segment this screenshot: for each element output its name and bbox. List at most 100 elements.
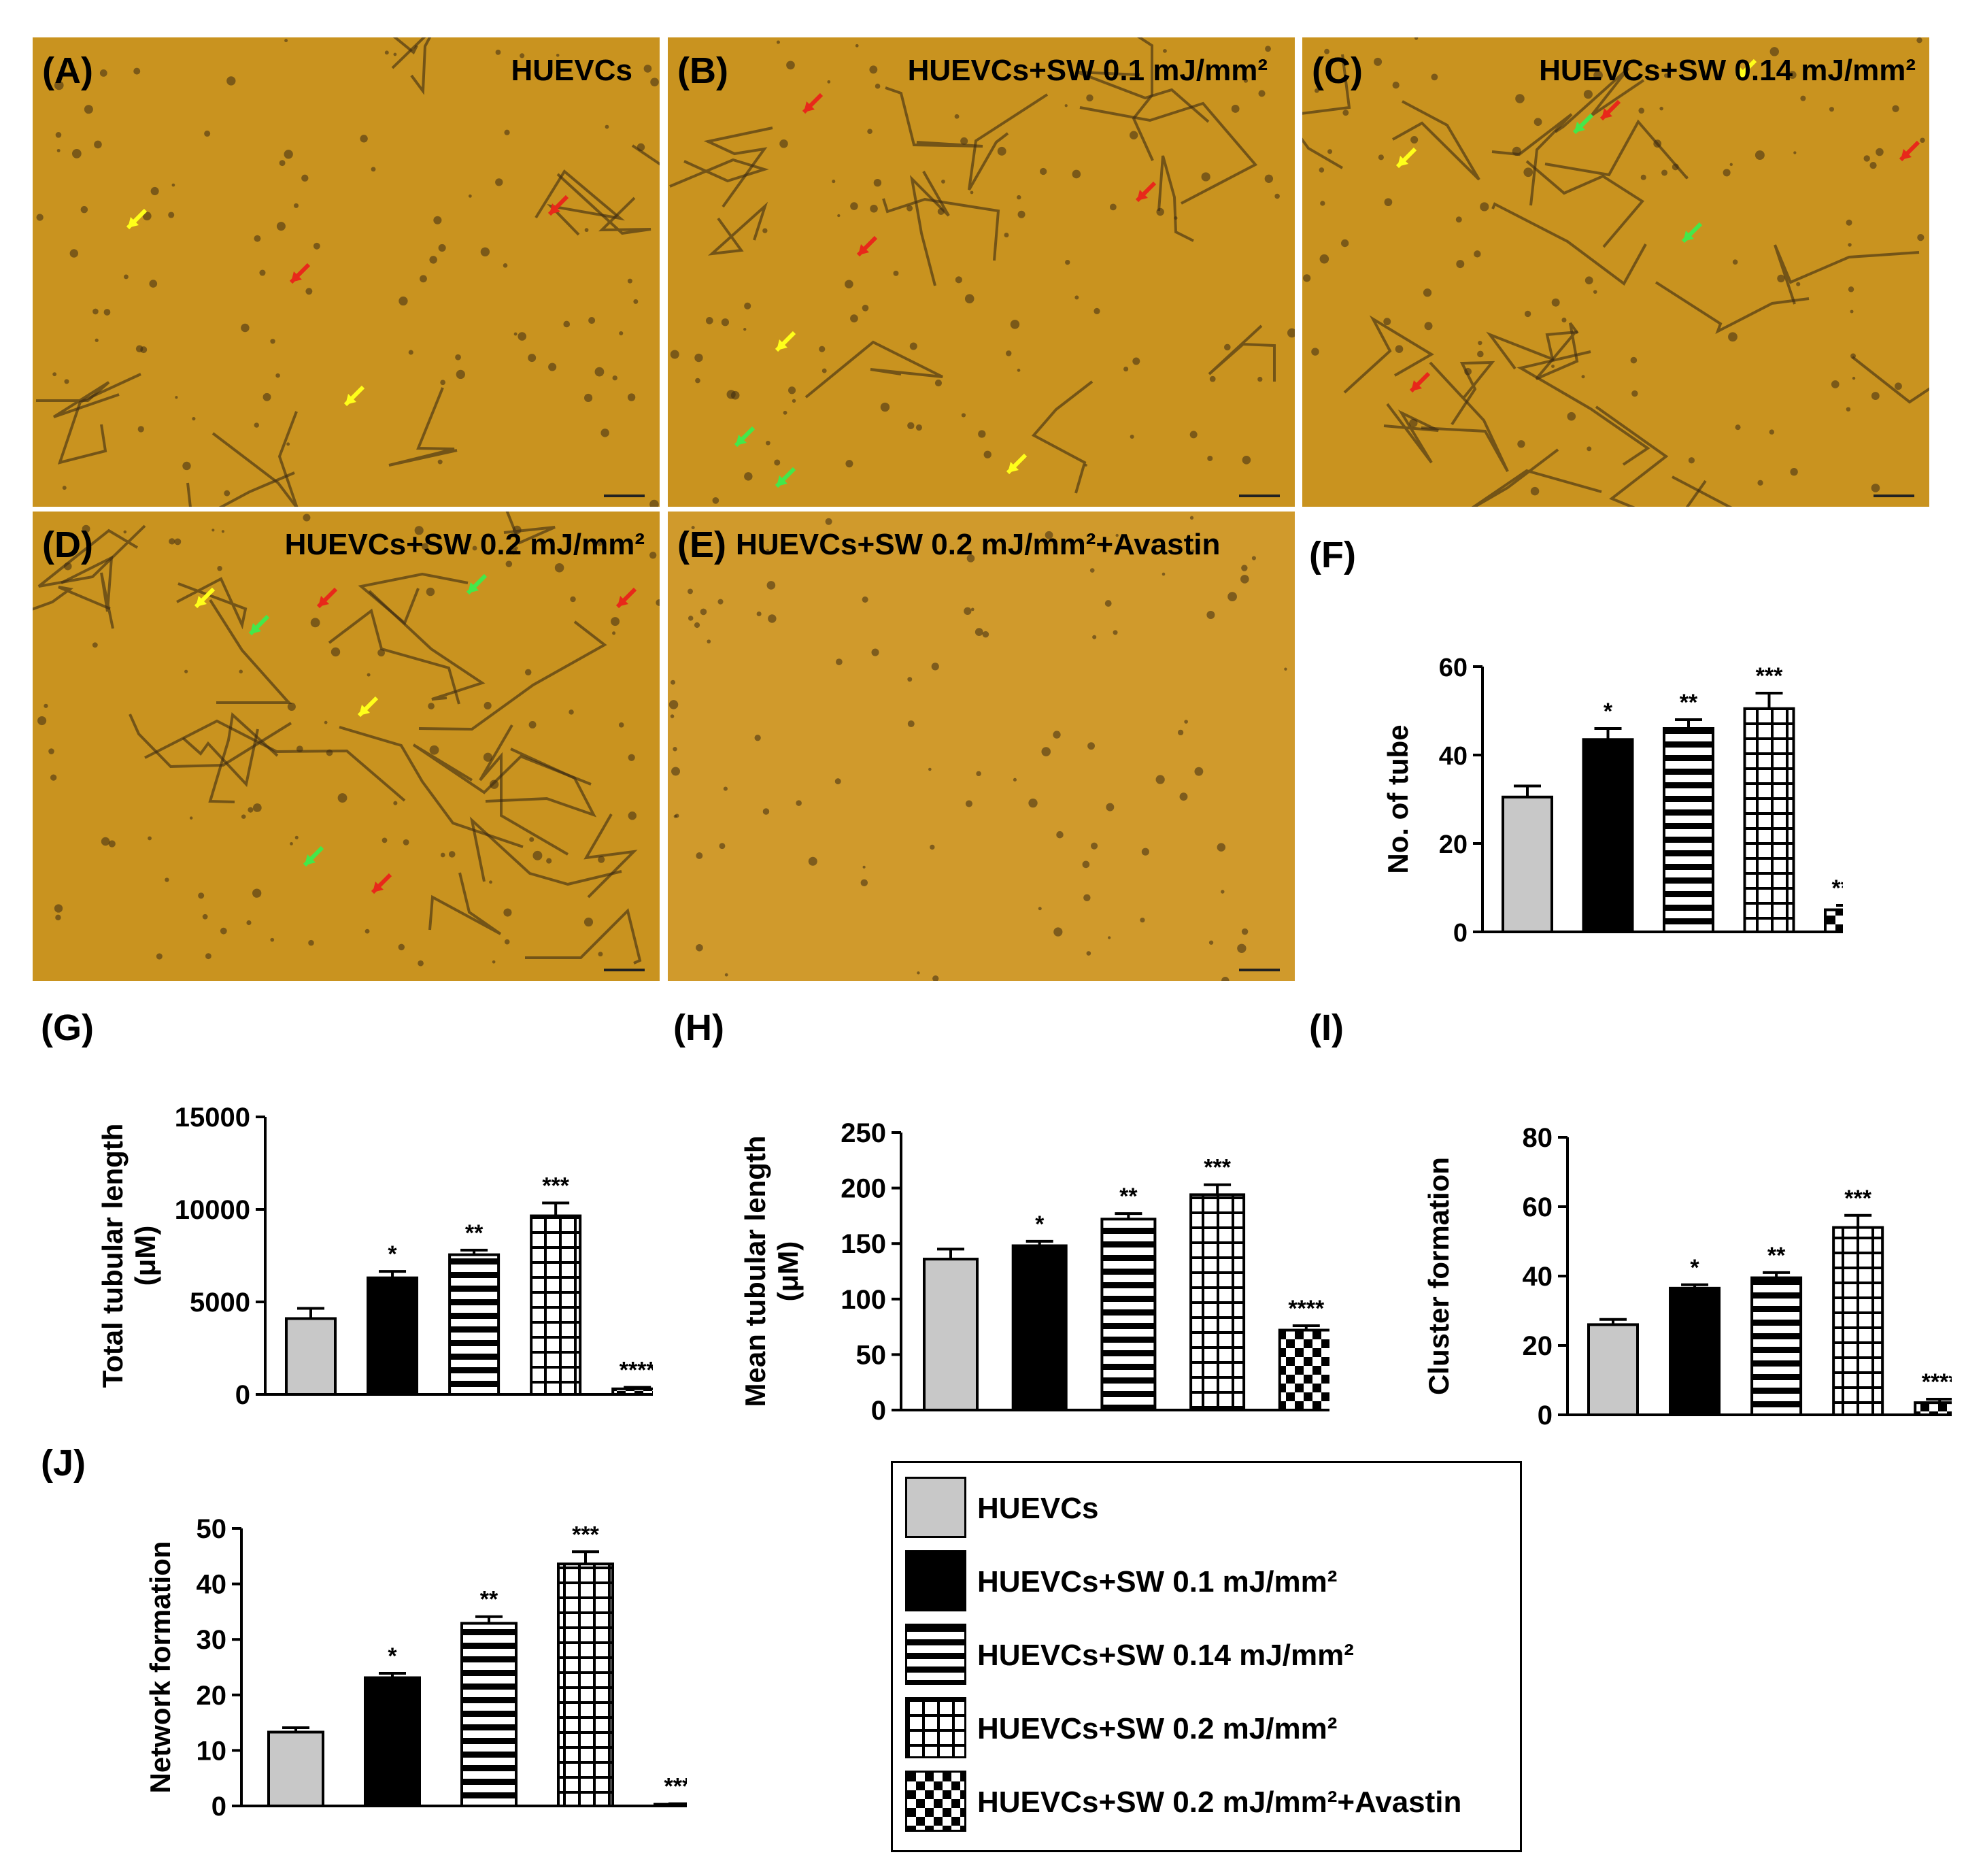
y-tick-label: 20 <box>1523 1331 1553 1361</box>
panel-title-c: HUEVCs+SW 0.14 mJ/mm² <box>1539 54 1916 87</box>
scale-bar-b <box>1239 495 1280 497</box>
micrograph-d-image <box>33 512 660 981</box>
significance-label: ** <box>1119 1184 1138 1209</box>
scale-bar-e <box>1239 969 1280 971</box>
scale-bar-c <box>1874 495 1914 497</box>
bar <box>1100 1218 1157 1412</box>
y-tick-label: 5000 <box>190 1288 250 1318</box>
bar <box>1189 1193 1246 1411</box>
bar <box>530 1214 582 1396</box>
chart-g-total-tubular-length: 0 5000 10000 15000 Total tubular length (μM) *… <box>97 1103 653 1410</box>
panel-title-d: HUEVCs+SW 0.2 mJ/mm² <box>284 528 645 561</box>
significance-label: ** <box>465 1220 484 1246</box>
y-tick-label: 200 <box>841 1174 886 1204</box>
panel-title-a: HUEVCs <box>511 54 633 87</box>
y-axis-label: Cluster formation <box>1423 1157 1455 1395</box>
bar <box>364 1676 421 1807</box>
scale-bar-d <box>604 969 645 971</box>
significance-label: *** <box>1204 1155 1231 1181</box>
bar <box>1669 1286 1721 1416</box>
bar <box>654 1803 687 1808</box>
significance-label: **** <box>1288 1296 1325 1322</box>
y-axis-label: (μM) <box>772 1241 804 1302</box>
micrograph-b-image <box>668 37 1295 507</box>
y-tick-label: 80 <box>1523 1123 1553 1153</box>
y-tick-label: 50 <box>856 1340 887 1370</box>
y-tick-label: 60 <box>1523 1192 1553 1222</box>
significance-label: **** <box>1832 875 1843 901</box>
bar <box>557 1562 614 1807</box>
significance-label: * <box>388 1643 397 1669</box>
y-tick-label: 30 <box>197 1625 227 1655</box>
y-tick-label: 40 <box>1439 742 1468 771</box>
micrograph-panel-d: (D) HUEVCs+SW 0.2 mJ/mm² <box>33 512 660 981</box>
y-tick-label: 10 <box>197 1736 227 1766</box>
y-tick-label: 60 <box>1439 654 1468 682</box>
legend-label: HUEVCs <box>977 1492 1099 1525</box>
y-axis-label: (μM) <box>129 1226 161 1286</box>
y-tick-label: 0 <box>1538 1401 1553 1430</box>
significance-label: *** <box>542 1173 569 1199</box>
y-tick-label: 0 <box>871 1396 886 1426</box>
y-axis-label: Total tubular length <box>97 1124 129 1388</box>
bar <box>1582 738 1634 933</box>
micrograph-e-image <box>668 512 1295 981</box>
legend-swatch-black <box>905 1550 966 1611</box>
significance-label: * <box>388 1241 397 1267</box>
micrograph-panel-a: (A) HUEVCs <box>33 37 660 507</box>
y-tick-label: 250 <box>841 1118 886 1148</box>
legend-label: HUEVCs+SW 0.2 mJ/mm²+Avastin <box>977 1786 1462 1819</box>
significance-label: ** <box>480 1587 498 1613</box>
panel-label-c: (C) <box>1312 50 1363 91</box>
legend-label: HUEVCs+SW 0.2 mJ/mm² <box>977 1712 1338 1745</box>
legend-swatch-checker <box>905 1771 966 1832</box>
figure-label-i: (I) <box>1309 1007 1344 1048</box>
figure-label-j: (J) <box>41 1443 86 1484</box>
figure-label-g: (G) <box>41 1007 94 1048</box>
bar <box>285 1317 337 1396</box>
significance-label: * <box>1690 1255 1699 1281</box>
y-axis-label: No. of tube <box>1382 724 1414 873</box>
panel-title-e: HUEVCs+SW 0.2 mJ/mm²+Avastin <box>736 528 1221 561</box>
y-tick-label: 10000 <box>175 1195 250 1225</box>
scale-bar-a <box>604 495 645 497</box>
bar <box>1824 908 1843 933</box>
micrograph-c-image <box>1302 37 1929 507</box>
significance-label: *** <box>1756 663 1783 689</box>
significance-label: ** <box>1680 690 1698 716</box>
significance-label: *** <box>1844 1186 1871 1211</box>
significance-label: **** <box>1922 1369 1952 1395</box>
significance-label: **** <box>620 1358 653 1384</box>
y-tick-label: 15000 <box>175 1103 250 1133</box>
significance-label: * <box>1035 1211 1045 1237</box>
legend-swatch-hstripe <box>905 1624 966 1685</box>
panel-title-b: HUEVCs+SW 0.1 mJ/mm² <box>907 54 1268 87</box>
bar <box>1832 1226 1884 1416</box>
bar <box>1587 1323 1639 1416</box>
panel-label-e: (E) <box>677 524 726 565</box>
legend-swatch-grid <box>905 1697 966 1758</box>
y-tick-label: 40 <box>197 1570 227 1600</box>
bar <box>448 1253 501 1396</box>
bar <box>1502 795 1553 933</box>
panel-label-d: (D) <box>42 524 93 565</box>
y-tick-label: 0 <box>235 1380 250 1410</box>
bar <box>1743 707 1795 933</box>
micrograph-a-image <box>33 37 660 507</box>
legend-swatch-gray <box>905 1477 966 1538</box>
bar <box>1278 1328 1329 1411</box>
bar <box>367 1276 419 1396</box>
significance-label: * <box>1604 699 1613 724</box>
y-tick-label: 20 <box>197 1681 227 1711</box>
y-axis-label: Network formation <box>144 1541 176 1793</box>
figure-label-f: (F) <box>1309 535 1356 575</box>
legend-label: HUEVCs+SW 0.14 mJ/mm² <box>977 1639 1354 1672</box>
chart-legend: HUEVCs HUEVCs+SW 0.1 mJ/mm² HUEVCs+SW 0.… <box>891 1461 1522 1852</box>
panel-label-a: (A) <box>42 50 93 91</box>
micrograph-panel-e: (E) HUEVCs+SW 0.2 mJ/mm²+Avastin <box>668 512 1295 981</box>
bar <box>267 1730 324 1807</box>
